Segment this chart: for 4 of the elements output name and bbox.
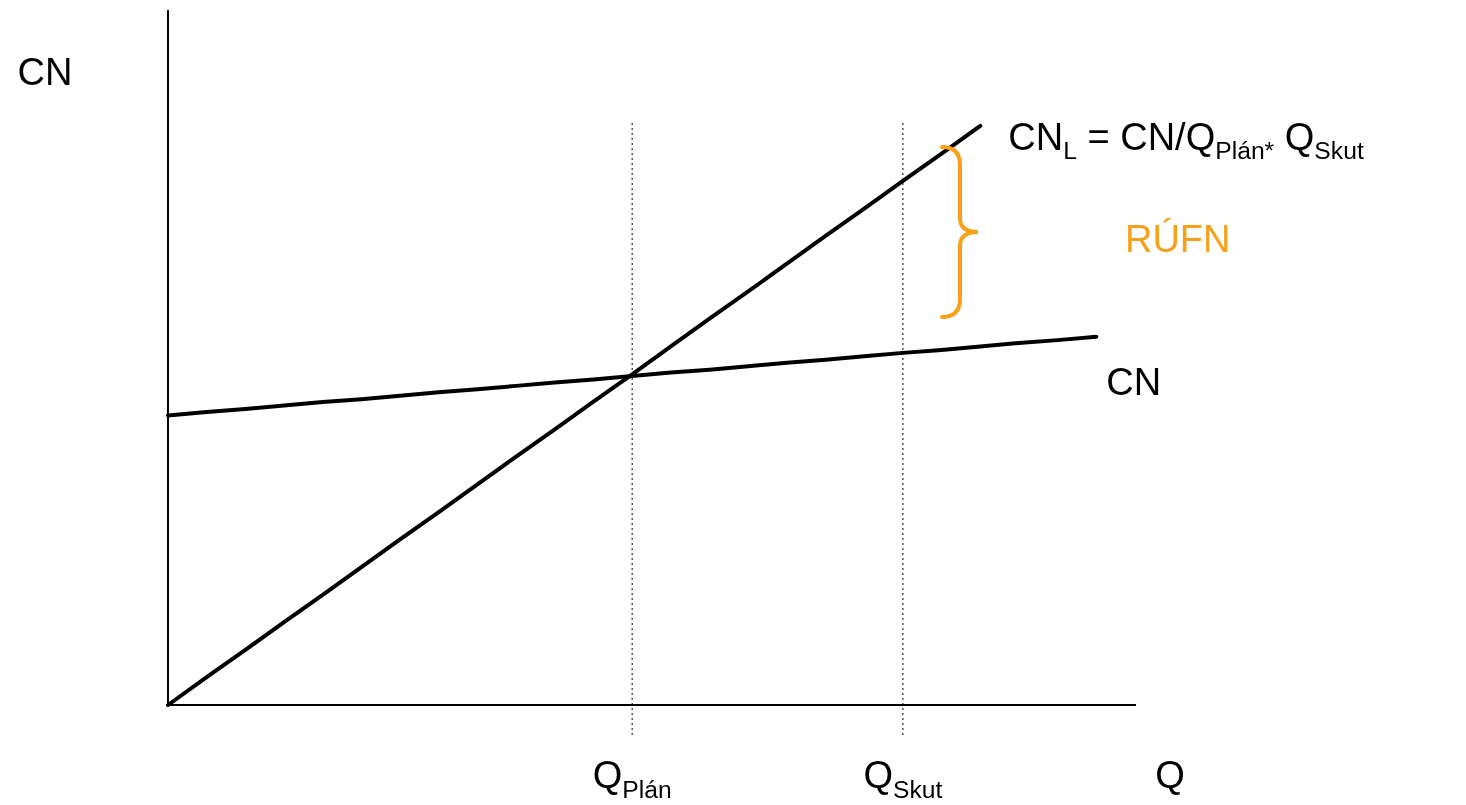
annotation: RÚFN: [1124, 218, 1231, 261]
series-label: CN: [1106, 360, 1162, 403]
y-axis-title: CN: [17, 51, 73, 93]
x-axis-title: Q: [1155, 754, 1185, 796]
